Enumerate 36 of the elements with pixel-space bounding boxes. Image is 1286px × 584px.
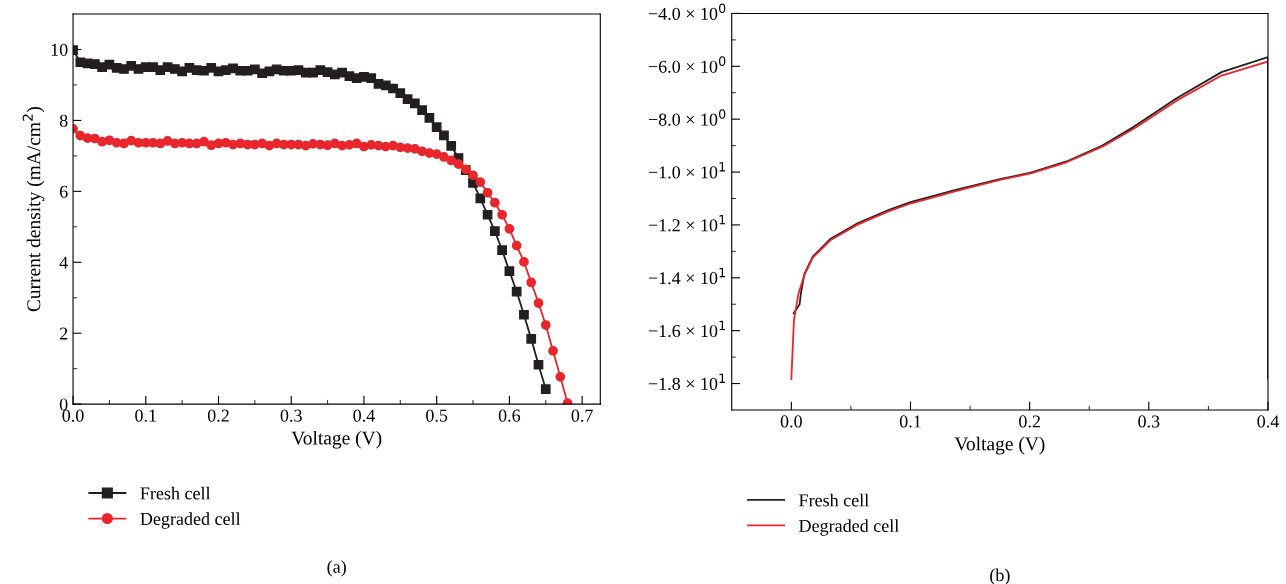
legend-label: Fresh cell: [140, 486, 211, 500]
x-tick-label: 0.3: [1138, 415, 1160, 428]
y-tick-label: −1.8 × 10$^{1}$: [648, 373, 726, 391]
text: (a): [327, 560, 346, 577]
x-tick-label: 0.4: [353, 409, 375, 422]
x-tick-label: 0.7: [571, 409, 593, 422]
y-tick-label: −1.6 × 10$^{1}$: [648, 320, 726, 338]
y-tick-label: 4: [59, 256, 68, 269]
x-tick-label: 0.5: [426, 409, 448, 422]
x-tick-label: 0.2: [207, 409, 229, 422]
y-tick-label: 2: [59, 327, 68, 340]
x-tick-label: 0.0: [62, 409, 84, 422]
text: (b): [990, 568, 1010, 584]
y-tick-label: 6: [59, 185, 68, 198]
x-tick-label: 0.0: [780, 415, 802, 428]
x-tick-label: 0.6: [498, 409, 521, 422]
x-tick-label: 0.4: [1257, 415, 1279, 428]
y-tick-label: −1.4 × 10$^{1}$: [648, 267, 726, 285]
y-axis-title: Current density (mA/cm$^{2}$): [22, 107, 45, 312]
y-tick-label: −6.0 × 10$^{0}$: [648, 56, 726, 73]
x-tick-label: 0.1: [135, 409, 156, 422]
x-tick-label: 0.2: [1019, 415, 1040, 428]
y-tick-label: 10: [51, 43, 68, 56]
x-axis-title: Voltage (V): [954, 436, 1045, 455]
y-tick-label: −4.0 × 10$^{0}$: [648, 3, 726, 21]
x-tick-label: 0.3: [280, 409, 302, 422]
y-tick-label: 8: [59, 114, 68, 127]
y-tick-label: −8.0 × 10$^{0}$: [648, 109, 726, 126]
legend-label: Degraded cell: [140, 512, 241, 529]
legend-label: Degraded cell: [799, 519, 899, 536]
y-tick-label: −1.2 × 10$^{1}$: [648, 215, 726, 232]
legend-label: Fresh cell: [799, 493, 869, 507]
y-tick-label: −1.0 × 10$^{1}$: [648, 162, 726, 179]
x-tick-label: 0.1: [899, 415, 921, 428]
x-axis-title: Voltage (V): [291, 430, 382, 449]
y-tick-label: 0: [59, 398, 68, 411]
